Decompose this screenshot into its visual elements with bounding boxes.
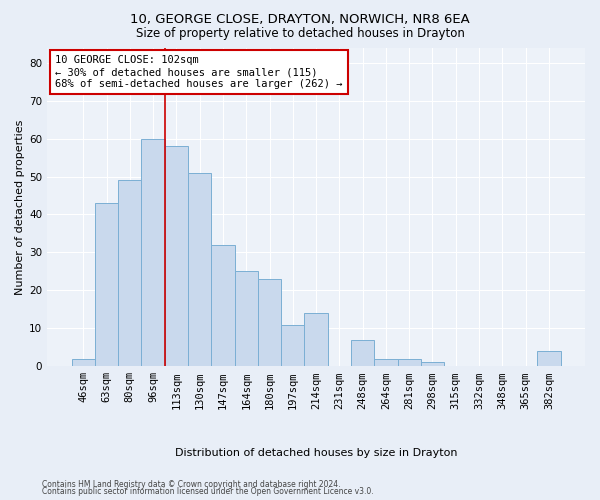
Bar <box>374 358 398 366</box>
Y-axis label: Number of detached properties: Number of detached properties <box>15 119 25 294</box>
Bar <box>304 313 328 366</box>
Text: Size of property relative to detached houses in Drayton: Size of property relative to detached ho… <box>136 28 464 40</box>
Bar <box>211 245 235 366</box>
Bar <box>351 340 374 366</box>
Bar <box>258 279 281 366</box>
Bar <box>421 362 444 366</box>
Bar <box>398 358 421 366</box>
X-axis label: Distribution of detached houses by size in Drayton: Distribution of detached houses by size … <box>175 448 457 458</box>
Bar <box>188 172 211 366</box>
Bar <box>281 324 304 366</box>
Bar <box>537 351 560 366</box>
Bar <box>95 203 118 366</box>
Bar <box>142 138 165 366</box>
Text: Contains public sector information licensed under the Open Government Licence v3: Contains public sector information licen… <box>42 487 374 496</box>
Text: 10, GEORGE CLOSE, DRAYTON, NORWICH, NR8 6EA: 10, GEORGE CLOSE, DRAYTON, NORWICH, NR8 … <box>130 12 470 26</box>
Text: 10 GEORGE CLOSE: 102sqm
← 30% of detached houses are smaller (115)
68% of semi-d: 10 GEORGE CLOSE: 102sqm ← 30% of detache… <box>55 56 343 88</box>
Bar <box>71 358 95 366</box>
Bar <box>165 146 188 366</box>
Bar <box>235 272 258 366</box>
Bar <box>118 180 142 366</box>
Text: Contains HM Land Registry data © Crown copyright and database right 2024.: Contains HM Land Registry data © Crown c… <box>42 480 341 489</box>
